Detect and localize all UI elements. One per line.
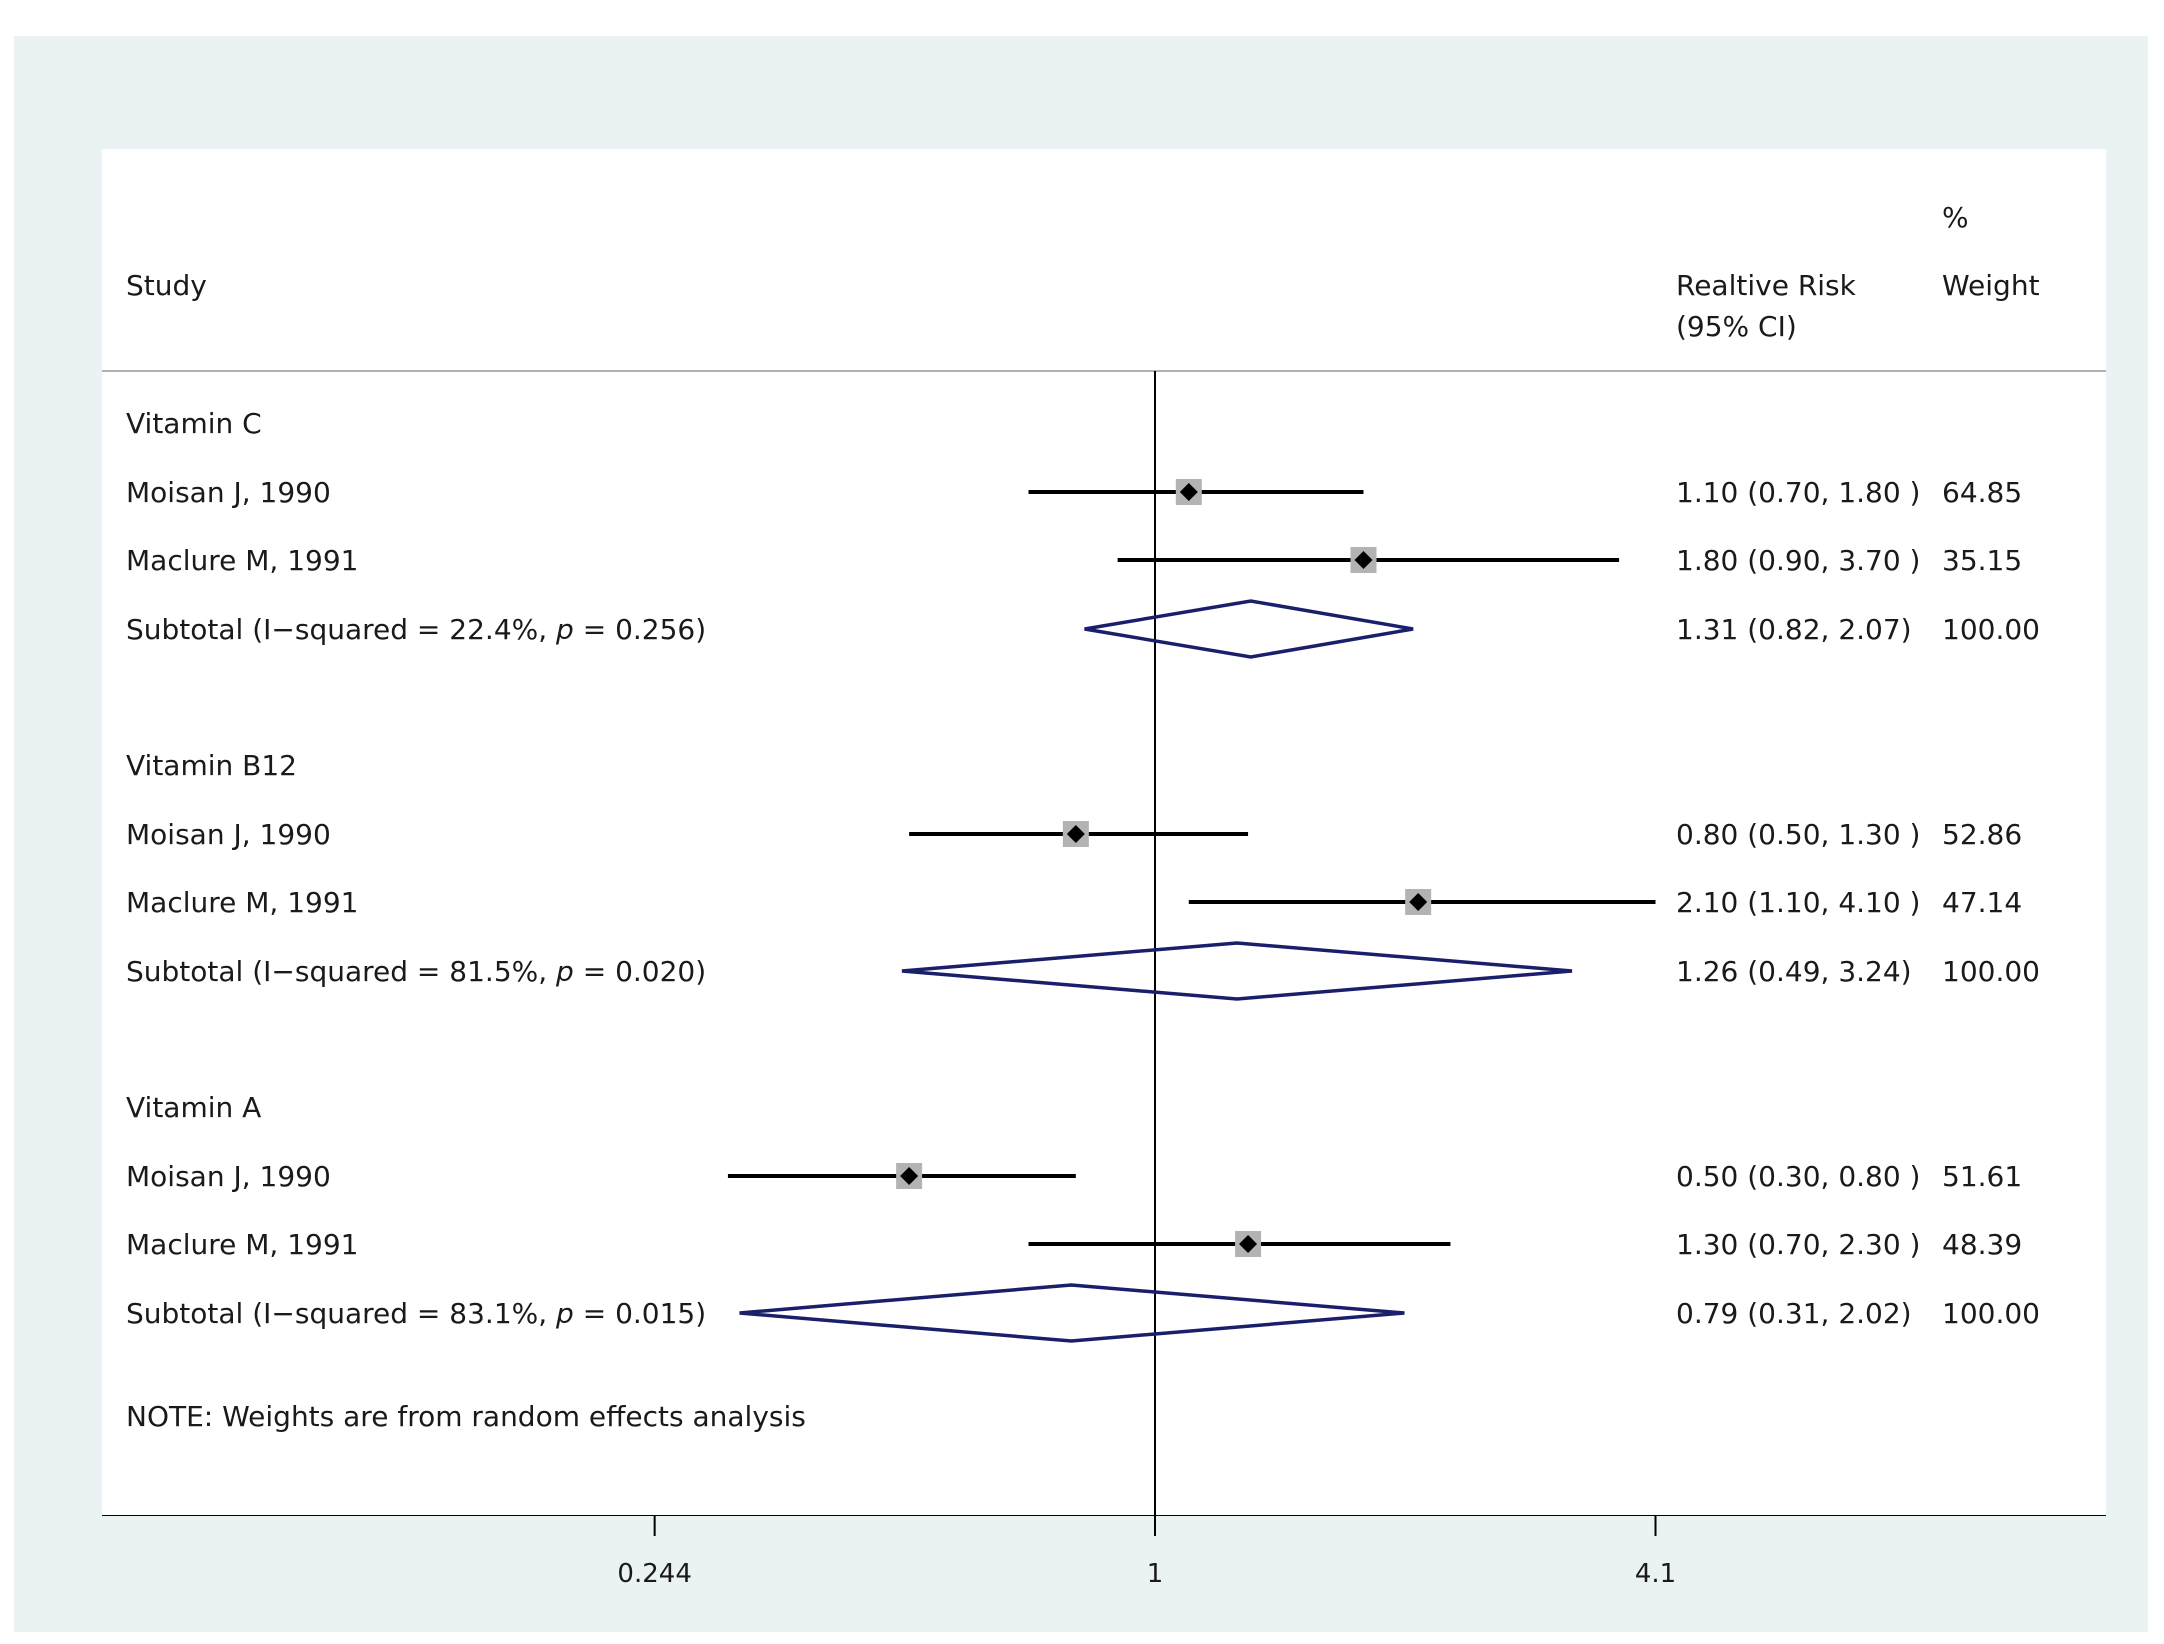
rr-ci-value: 1.80 (0.90, 3.70 ) xyxy=(1676,544,1920,577)
weight-value: 48.39 xyxy=(1942,1228,2022,1261)
point-estimate xyxy=(1239,1235,1258,1253)
point-estimate xyxy=(1066,825,1085,843)
rr-ci-value: 0.50 (0.30, 0.80 ) xyxy=(1676,1160,1920,1193)
point-estimate xyxy=(900,1167,919,1185)
rr-ci-value: 0.79 (0.31, 2.02) xyxy=(1676,1297,1912,1330)
study-label: Maclure M, 1991 xyxy=(126,886,358,919)
rr-ci-value: 1.10 (0.70, 1.80 ) xyxy=(1676,476,1920,509)
subtotal-diamond xyxy=(901,941,1573,1001)
weight-value: 100.00 xyxy=(1942,955,2040,988)
study-label: Moisan J, 1990 xyxy=(126,818,331,851)
rr-ci-value: 1.26 (0.49, 3.24) xyxy=(1676,955,1912,988)
subtotal-label: Subtotal (I−squared = 83.1%, p = 0.015) xyxy=(126,1297,706,1330)
group-label-vitamin-a: Vitamin A xyxy=(126,1091,261,1124)
forest-plot: Study Realtive Risk (95% CI) % Weight Vi… xyxy=(102,201,2106,1516)
study-label: Moisan J, 1990 xyxy=(126,1160,331,1193)
group-label-vitamin-b12: Vitamin B12 xyxy=(126,749,297,782)
subtotal-diamond xyxy=(739,1283,1405,1343)
weight-value: 64.85 xyxy=(1942,476,2022,509)
weight-value: 52.86 xyxy=(1942,818,2022,851)
header-rr-line2: (95% CI) xyxy=(1676,310,1797,343)
rr-ci-value: 1.31 (0.82, 2.07) xyxy=(1676,613,1912,646)
point-estimate xyxy=(1179,483,1198,501)
rr-ci-value: 2.10 (1.10, 4.10 ) xyxy=(1676,886,1920,919)
x-tick-label: 1 xyxy=(1147,1559,1164,1589)
weight-value: 47.14 xyxy=(1942,886,2022,919)
study-label: Maclure M, 1991 xyxy=(126,1228,358,1261)
header-weight-line1: % xyxy=(1942,201,1969,234)
weight-value: 51.61 xyxy=(1942,1160,2022,1193)
x-tick-label: 0.244 xyxy=(617,1559,691,1589)
header-rr-line1: Realtive Risk xyxy=(1676,269,1857,302)
subtotal-label: Subtotal (I−squared = 22.4%, p = 0.256) xyxy=(126,613,706,646)
forest-marks xyxy=(727,479,1656,1343)
study-label: Moisan J, 1990 xyxy=(126,476,331,509)
rr-ci-value: 1.30 (0.70, 2.30 ) xyxy=(1676,1228,1920,1261)
weight-value: 100.00 xyxy=(1942,613,2040,646)
rr-ci-value: 0.80 (0.50, 1.30 ) xyxy=(1676,818,1920,851)
point-estimate xyxy=(1354,551,1373,569)
study-label: Maclure M, 1991 xyxy=(126,544,358,577)
group-label-vitamin-c: Vitamin C xyxy=(126,407,262,440)
point-estimate xyxy=(1409,893,1428,911)
x-axis: 0.244 1 4.1 xyxy=(617,1516,1676,1589)
figure-background: Study Realtive Risk (95% CI) % Weight Vi… xyxy=(14,36,2148,1632)
x-tick-label: 4.1 xyxy=(1635,1559,1676,1589)
plot-panel: Study Realtive Risk (95% CI) % Weight Vi… xyxy=(102,149,2106,1516)
weight-value: 35.15 xyxy=(1942,544,2022,577)
weight-value: 100.00 xyxy=(1942,1297,2040,1330)
header-weight-line2: Weight xyxy=(1942,269,2040,302)
subtotal-diamond xyxy=(1084,599,1414,659)
note-text: NOTE: Weights are from random effects an… xyxy=(126,1400,806,1433)
header-study: Study xyxy=(126,269,207,302)
subtotal-label: Subtotal (I−squared = 81.5%, p = 0.020) xyxy=(126,955,706,988)
